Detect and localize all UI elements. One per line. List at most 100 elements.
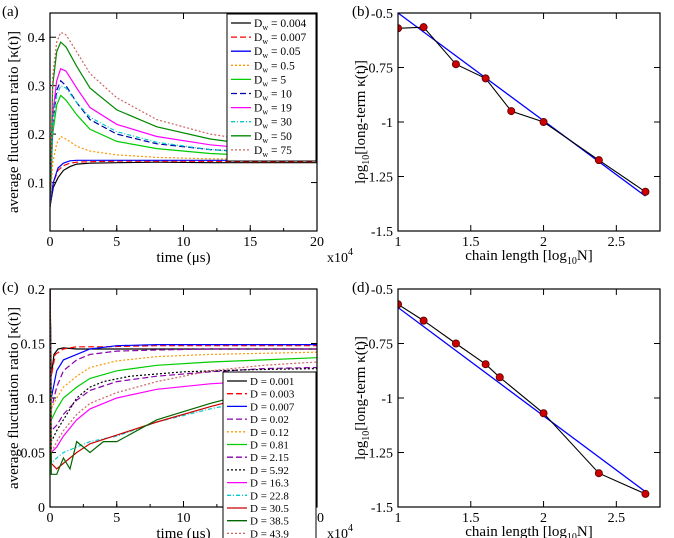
x-tick-label: 2.5 — [608, 511, 626, 526]
series-line-30 — [50, 84, 317, 207]
x-tick-label: 15 — [243, 235, 257, 250]
legend-value: 0.001 — [270, 376, 295, 388]
legend-prefix: D — [250, 440, 258, 452]
legend-prefix: D — [254, 145, 262, 157]
panel-b-frame — [397, 12, 661, 232]
data-point — [481, 360, 490, 369]
x-tick-label: 1 — [395, 511, 402, 526]
legend-eq: = — [268, 131, 280, 143]
x-tick-label: 5 — [113, 511, 120, 526]
y-axis-label-prefix: log — [353, 440, 369, 460]
y-tick-label: 0.4 — [28, 31, 46, 46]
legend-value: 0.05 — [280, 46, 300, 58]
legend-eq: = — [268, 117, 280, 129]
y-axis-label: average fluctuation ratio [κ(t)] — [6, 31, 22, 213]
connect-line — [398, 303, 646, 495]
y-tick-label: -1.5 — [371, 501, 393, 516]
legend-value: 19 — [280, 103, 292, 115]
panel-label: (b) — [352, 4, 370, 20]
legend-eq: = — [258, 478, 270, 490]
panel-d: 1 1.5 2 2.5 -1.5 -1.25 -1 -0.75 -0.5(d) chain len… — [352, 280, 661, 538]
x-axis-label-suffix: N] — [577, 248, 593, 264]
x-axis-label: chain length [log10N] — [465, 248, 592, 267]
series-line-0.004 — [50, 161, 317, 207]
legend-eq: = — [268, 46, 280, 58]
legend-entry: D = 43.9 — [250, 528, 289, 538]
legend-entry: D = 0.12 — [250, 427, 289, 439]
panel-d-frame — [397, 288, 661, 508]
legend-value: 50 — [280, 131, 292, 143]
legend-prefix: D — [254, 60, 262, 72]
x-multiplier: x104 — [327, 523, 353, 538]
x-axis-label-prefix: chain length [log — [465, 248, 567, 264]
legend-value: 0.004 — [280, 18, 306, 30]
x-tick-label: 0 — [47, 511, 54, 526]
panel-a-data — [50, 31, 317, 207]
y-tick-label: -1 — [381, 116, 393, 131]
legend-entry: Dw = 0.007 — [254, 32, 306, 46]
panel-a-frame — [49, 12, 318, 232]
legend-value: 30.5 — [270, 503, 290, 515]
data-point — [539, 118, 548, 127]
legend-value: 0.02 — [270, 414, 289, 426]
data-point — [451, 339, 460, 348]
legend-sub: w — [262, 23, 268, 32]
series-line-50 — [50, 41, 317, 207]
legend-entry: D = 16.3 — [250, 478, 289, 490]
legend-prefix: D — [254, 32, 262, 44]
legend-entry: D = 5.92 — [250, 465, 289, 477]
x-axis-label-prefix: chain length [log — [465, 524, 567, 538]
panel-d-ticks: 1 1.5 2 2.5 -1.5 -1.25 -1 -0.75 -0.5 — [364, 283, 660, 526]
data-point — [419, 23, 428, 32]
series-line-0.02 — [50, 289, 317, 410]
legend-eq: = — [258, 516, 270, 528]
legend-entry: Dw = 19 — [254, 103, 292, 117]
legend-value: 43.9 — [270, 528, 290, 538]
legend-entry: Dw = 5 — [254, 74, 286, 88]
data-point — [539, 409, 548, 418]
panel-c: 0510152000.050.10.150.2(c)time (μs)avera… — [2, 280, 353, 538]
legend-eq: = — [268, 18, 280, 30]
x-tick-label: 10 — [177, 235, 191, 250]
legend-prefix: D — [254, 18, 262, 30]
data-point — [641, 489, 650, 498]
y-tick-label: -0.75 — [364, 338, 393, 353]
series-line-0.12 — [50, 289, 317, 410]
x-axis-label-sub: 10 — [567, 256, 577, 267]
legend-prefix: D — [250, 478, 258, 490]
legend-prefix: D — [250, 376, 258, 388]
legend-sub: w — [262, 37, 268, 46]
y-tick-label: 0.15 — [21, 338, 46, 353]
legend-prefix: D — [250, 389, 258, 401]
legend-value: 75 — [280, 145, 292, 157]
legend-prefix: D — [250, 427, 258, 439]
x-tick-label: 20 — [310, 235, 324, 250]
legend-value: 0.5 — [280, 60, 295, 72]
legend-entry: D = 38.5 — [250, 516, 289, 528]
panel-c-frame — [49, 288, 318, 508]
legend-box — [222, 371, 317, 538]
x-multiplier-base: x10 — [327, 527, 348, 538]
legend-sub: w — [262, 108, 268, 117]
legend-prefix: D — [250, 414, 258, 426]
legend-prefix: D — [254, 89, 262, 101]
panel-a: 0 5 10 15 20 0.1 0.2 0.3 0.4 (a) time (μs) average … — [2, 4, 353, 266]
panel-b-ticks: 1 1.5 2 2.5 -1.5 -1.25 -1 -0.75 -0.5 — [364, 7, 660, 250]
series-line-0.007 — [50, 160, 317, 207]
legend-eq: = — [268, 89, 280, 101]
x-tick-label: 1 — [395, 235, 402, 250]
legend-value: 0.81 — [270, 440, 289, 452]
y-axis-label: log10[long-term κ(t)] — [353, 60, 372, 184]
x-multiplier-exp: 4 — [348, 523, 353, 534]
legend-eq: = — [268, 103, 280, 115]
series-line-0.81 — [50, 289, 317, 421]
legend-value: 0.007 — [280, 32, 306, 44]
legend-value: 0.12 — [270, 427, 289, 439]
legend-eq: = — [258, 414, 270, 426]
legend-value: 22.8 — [270, 490, 290, 502]
fit-line — [398, 13, 646, 197]
legend-value: 38.5 — [270, 516, 290, 528]
legend-eq: = — [258, 452, 270, 464]
data-point — [594, 469, 603, 478]
